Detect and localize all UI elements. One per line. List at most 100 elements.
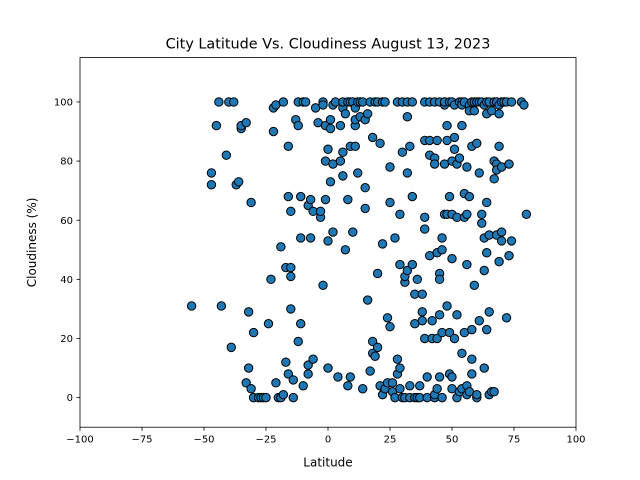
data-point — [234, 177, 244, 187]
data-point — [375, 138, 385, 149]
data-point — [353, 168, 363, 178]
data-point — [343, 194, 353, 205]
data-point — [392, 354, 403, 364]
data-point — [300, 97, 311, 107]
data-point — [365, 366, 375, 376]
data-point — [397, 147, 408, 157]
data-point — [504, 251, 514, 261]
data-point — [380, 97, 390, 107]
data-point — [243, 307, 254, 317]
data-point — [323, 236, 333, 246]
data-point — [469, 280, 480, 290]
data-point — [286, 206, 296, 217]
data-point — [474, 168, 484, 178]
data-point — [303, 369, 313, 379]
data-point — [328, 227, 338, 237]
chart-title: City Latitude Vs. Cloudiness August 13, … — [166, 37, 491, 53]
data-point — [325, 177, 336, 187]
data-point — [407, 259, 418, 270]
data-point — [338, 171, 348, 181]
data-point — [214, 97, 224, 107]
data-point — [427, 316, 437, 326]
data-point — [360, 203, 370, 214]
data-point — [402, 265, 413, 276]
data-point — [521, 209, 532, 220]
data-point — [474, 316, 484, 326]
data-point — [395, 209, 405, 220]
data-point — [323, 144, 333, 154]
data-point — [395, 363, 405, 373]
data-point — [276, 242, 286, 252]
data-point — [288, 375, 298, 385]
data-point — [296, 319, 306, 329]
data-point — [296, 233, 306, 243]
data-point — [305, 194, 316, 205]
data-point — [229, 97, 239, 107]
data-point — [467, 369, 477, 379]
data-point — [506, 97, 517, 107]
y-tick-label: 100 — [54, 98, 73, 109]
data-point — [288, 392, 298, 403]
data-point — [422, 372, 432, 382]
data-point — [362, 295, 373, 305]
x-tick-label: 25 — [384, 435, 397, 446]
data-point — [477, 218, 487, 228]
data-point — [467, 354, 477, 364]
data-point — [283, 191, 294, 202]
data-point — [412, 274, 422, 285]
data-point — [372, 342, 383, 353]
data-point — [320, 194, 331, 205]
data-point — [266, 274, 276, 285]
data-point — [472, 138, 482, 149]
data-point — [293, 120, 303, 131]
data-point — [241, 117, 251, 128]
data-point — [494, 256, 504, 267]
data-point — [268, 126, 279, 137]
data-point — [417, 316, 427, 326]
data-point — [221, 150, 232, 160]
plot-area — [186, 97, 532, 403]
data-point — [434, 372, 445, 382]
data-point — [350, 141, 360, 152]
data-point — [496, 236, 507, 246]
data-point — [395, 384, 405, 394]
x-axis: −100 −75 −50 −25 0 25 50 75 100 — [66, 427, 586, 446]
y-tick-label: 60 — [60, 216, 73, 227]
data-point — [482, 324, 492, 335]
data-point — [444, 327, 455, 338]
data-point — [385, 162, 395, 172]
data-point — [340, 109, 351, 119]
data-point — [472, 389, 482, 400]
data-point — [372, 268, 383, 279]
data-point — [449, 144, 460, 154]
data-point — [343, 381, 353, 391]
data-point — [462, 259, 472, 270]
data-point — [315, 206, 326, 217]
data-point — [348, 227, 358, 237]
data-point — [432, 135, 442, 146]
data-point — [385, 197, 395, 208]
data-point — [281, 357, 291, 367]
data-point — [206, 168, 217, 178]
data-point — [241, 378, 251, 388]
data-point — [457, 120, 467, 131]
x-tick-label: −50 — [193, 435, 214, 446]
data-point — [243, 363, 254, 373]
data-point — [340, 245, 351, 255]
data-point — [248, 327, 259, 338]
data-point — [390, 233, 400, 243]
data-point — [402, 112, 413, 122]
data-point — [333, 372, 343, 382]
data-point — [367, 336, 378, 347]
data-point — [325, 114, 336, 125]
data-point — [489, 174, 499, 184]
data-point — [442, 120, 452, 131]
data-point — [420, 212, 430, 222]
data-point — [186, 301, 197, 311]
data-point — [494, 141, 504, 152]
data-point — [417, 289, 427, 299]
data-point — [278, 97, 289, 107]
data-point — [432, 384, 442, 394]
data-point — [286, 304, 296, 314]
